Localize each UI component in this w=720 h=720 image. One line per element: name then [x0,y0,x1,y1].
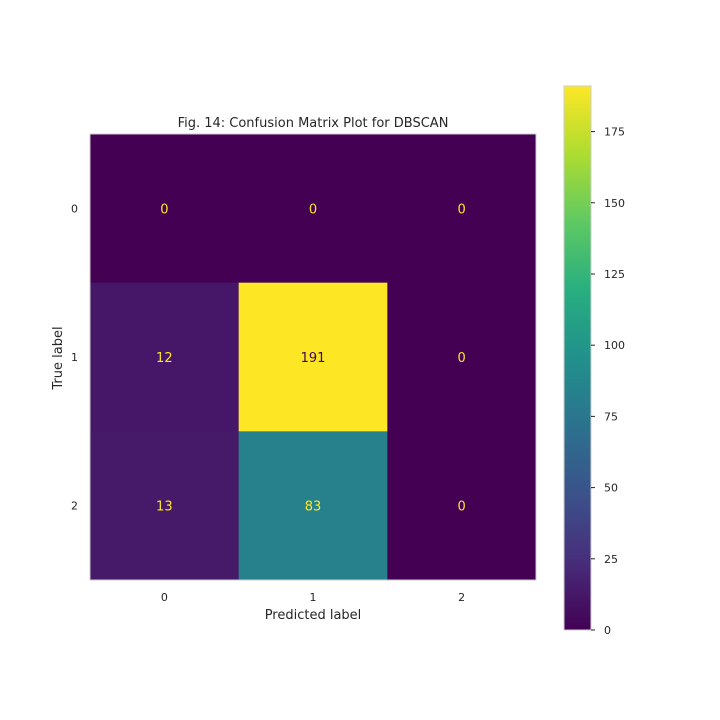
y-tick-label: 1 [71,351,78,364]
y-tick-label: 2 [71,500,78,513]
heatmap-cell [387,431,537,581]
heatmap-cell [238,134,388,284]
x-tick-label: 2 [458,591,465,604]
heatmap-cell [238,431,388,581]
chart-title: Fig. 14: Confusion Matrix Plot for DBSCA… [178,116,449,131]
cell-value-label: 191 [301,351,326,366]
heatmap-cell [387,134,537,284]
heatmap-cell [238,282,388,432]
heatmap-cells: 0 0 0 12 191 0 13 83 0 [90,134,537,581]
x-tick-label: 0 [161,591,168,604]
y-tick-labels: 0 1 2 [71,202,78,512]
x-tick-labels: 0 1 2 [161,591,465,604]
colorbar [563,85,592,631]
cell-value-label: 0 [458,202,466,217]
cell-value-label: 13 [156,500,173,515]
colorbar-tick-label: 150 [604,197,625,210]
plot-frame [89,133,537,581]
y-tick-label: 0 [71,202,78,215]
cell-value-label: 83 [305,500,322,515]
colorbar-tick-label: 100 [604,339,625,352]
cell-value-label: 0 [458,500,466,515]
heatmap-cell [90,282,240,432]
x-tick-label: 1 [310,591,317,604]
colorbar-tick-label: 75 [604,410,618,423]
colorbar-tick-label: 0 [604,624,611,637]
cell-value-label: 12 [156,351,173,366]
heatmap-cell [90,134,240,284]
cell-value-label: 0 [160,202,168,217]
heatmap-cell [387,282,537,432]
cell-value-label: 0 [309,202,317,217]
x-axis-label: Predicted label [265,608,362,623]
colorbar-ticks: 0 25 50 75 100 125 150 175 [591,126,625,637]
colorbar-tick-label: 175 [604,126,625,139]
heatmap-cell [90,431,240,581]
colorbar-tick-label: 25 [604,553,618,566]
colorbar-tick-label: 50 [604,482,618,495]
colorbar-tick-label: 125 [604,268,625,281]
y-axis-label: True label [51,326,66,390]
cell-value-label: 0 [458,351,466,366]
